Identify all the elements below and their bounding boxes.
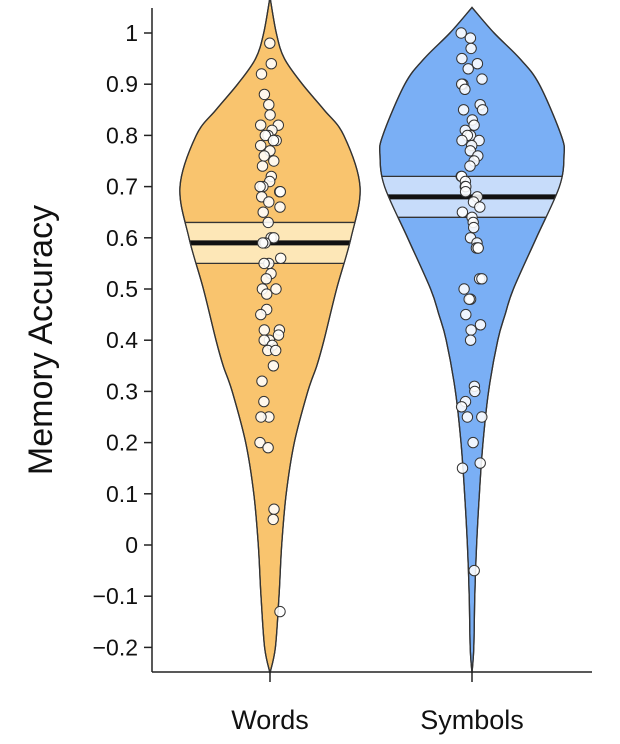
data-point <box>258 88 271 101</box>
data-point <box>254 436 266 449</box>
x-category-label-words: Words <box>231 705 309 735</box>
data-point <box>464 32 477 44</box>
data-point <box>274 186 286 198</box>
y-tick-label: 0.7 <box>106 174 138 200</box>
data-point <box>262 442 274 454</box>
data-point <box>460 308 472 321</box>
data-point <box>261 288 273 300</box>
data-point <box>458 283 470 295</box>
data-point <box>468 119 480 131</box>
data-point <box>472 242 484 254</box>
data-point <box>263 99 275 111</box>
points-words <box>254 37 287 618</box>
data-point <box>272 329 285 341</box>
data-point <box>270 344 282 357</box>
data-point <box>264 109 276 121</box>
data-point <box>456 52 468 65</box>
data-point <box>264 37 276 49</box>
data-point <box>259 129 271 142</box>
data-points <box>254 27 489 618</box>
data-point <box>265 58 277 70</box>
y-tick-label: 1 <box>125 20 138 46</box>
y-tick-label: −0.1 <box>93 583 138 609</box>
data-point <box>464 160 476 172</box>
y-tick-label: 0.2 <box>106 430 138 456</box>
data-point <box>268 503 280 515</box>
data-point <box>474 319 487 331</box>
data-point <box>257 206 269 218</box>
data-point <box>256 160 269 172</box>
data-point <box>270 283 282 295</box>
y-axis-title: Memory Accuracy <box>22 205 60 475</box>
data-point <box>257 237 269 249</box>
y-tick-label: 0.6 <box>106 225 138 251</box>
data-point <box>455 27 467 39</box>
data-point <box>476 104 489 116</box>
data-point <box>258 334 270 346</box>
data-point <box>471 58 484 70</box>
data-point <box>476 273 488 285</box>
data-point <box>465 324 477 336</box>
y-tick-label: 0.5 <box>106 276 138 302</box>
data-point <box>267 513 279 526</box>
data-point <box>474 457 486 469</box>
data-point <box>456 206 469 218</box>
data-point <box>462 63 474 75</box>
data-point <box>459 83 471 96</box>
data-point <box>274 605 286 618</box>
data-point <box>465 42 477 55</box>
data-point <box>255 119 267 131</box>
data-point <box>262 216 274 229</box>
data-point <box>255 139 267 152</box>
data-point <box>464 334 477 346</box>
y-tick-label: −0.2 <box>93 634 138 660</box>
data-point <box>260 273 272 285</box>
data-point <box>263 196 275 208</box>
data-point <box>457 104 470 116</box>
data-point <box>254 180 266 193</box>
points-symbols <box>455 27 489 577</box>
data-point <box>461 411 474 423</box>
x-category-label-symbols: Symbols <box>420 705 524 735</box>
data-point <box>456 462 469 474</box>
violin-outline <box>179 0 361 674</box>
data-point <box>474 201 486 213</box>
y-tick-label: 0.1 <box>106 481 138 507</box>
data-point <box>467 436 479 449</box>
y-tick-label: 0.8 <box>106 122 138 148</box>
violins <box>179 0 566 674</box>
data-point <box>459 186 472 198</box>
y-tick-label: 0.3 <box>106 378 138 404</box>
data-point <box>255 411 267 423</box>
data-point <box>476 73 488 85</box>
data-point <box>275 252 287 264</box>
data-point <box>456 134 468 147</box>
y-tick-label: 0.9 <box>106 71 138 97</box>
x-ticks: Words Symbols <box>231 672 524 735</box>
data-point <box>268 232 280 244</box>
data-point <box>476 411 488 423</box>
data-point <box>258 257 270 270</box>
data-point <box>468 221 480 234</box>
y-tick-label: 0 <box>125 532 138 558</box>
data-point <box>463 293 475 305</box>
data-point <box>255 308 267 321</box>
data-point <box>256 375 268 387</box>
data-point <box>255 68 268 80</box>
data-point <box>267 134 280 147</box>
y-ticks: 1 0.9 0.8 0.7 0.6 0.5 0.4 0.3 0.2 0.1 0 −0.1 −0.2 <box>93 20 152 660</box>
data-point <box>267 360 280 372</box>
data-point <box>455 401 468 413</box>
data-point <box>268 155 280 167</box>
y-tick-label: 0.4 <box>106 327 138 353</box>
data-point <box>274 201 286 213</box>
data-point <box>258 395 270 408</box>
data-point <box>258 150 270 162</box>
axes: 1 0.9 0.8 0.7 0.6 0.5 0.4 0.3 0.2 0.1 0 −0.1 −0.2 Wo… <box>93 8 592 735</box>
data-point <box>258 324 270 336</box>
data-point <box>468 564 480 577</box>
data-point <box>469 385 481 398</box>
